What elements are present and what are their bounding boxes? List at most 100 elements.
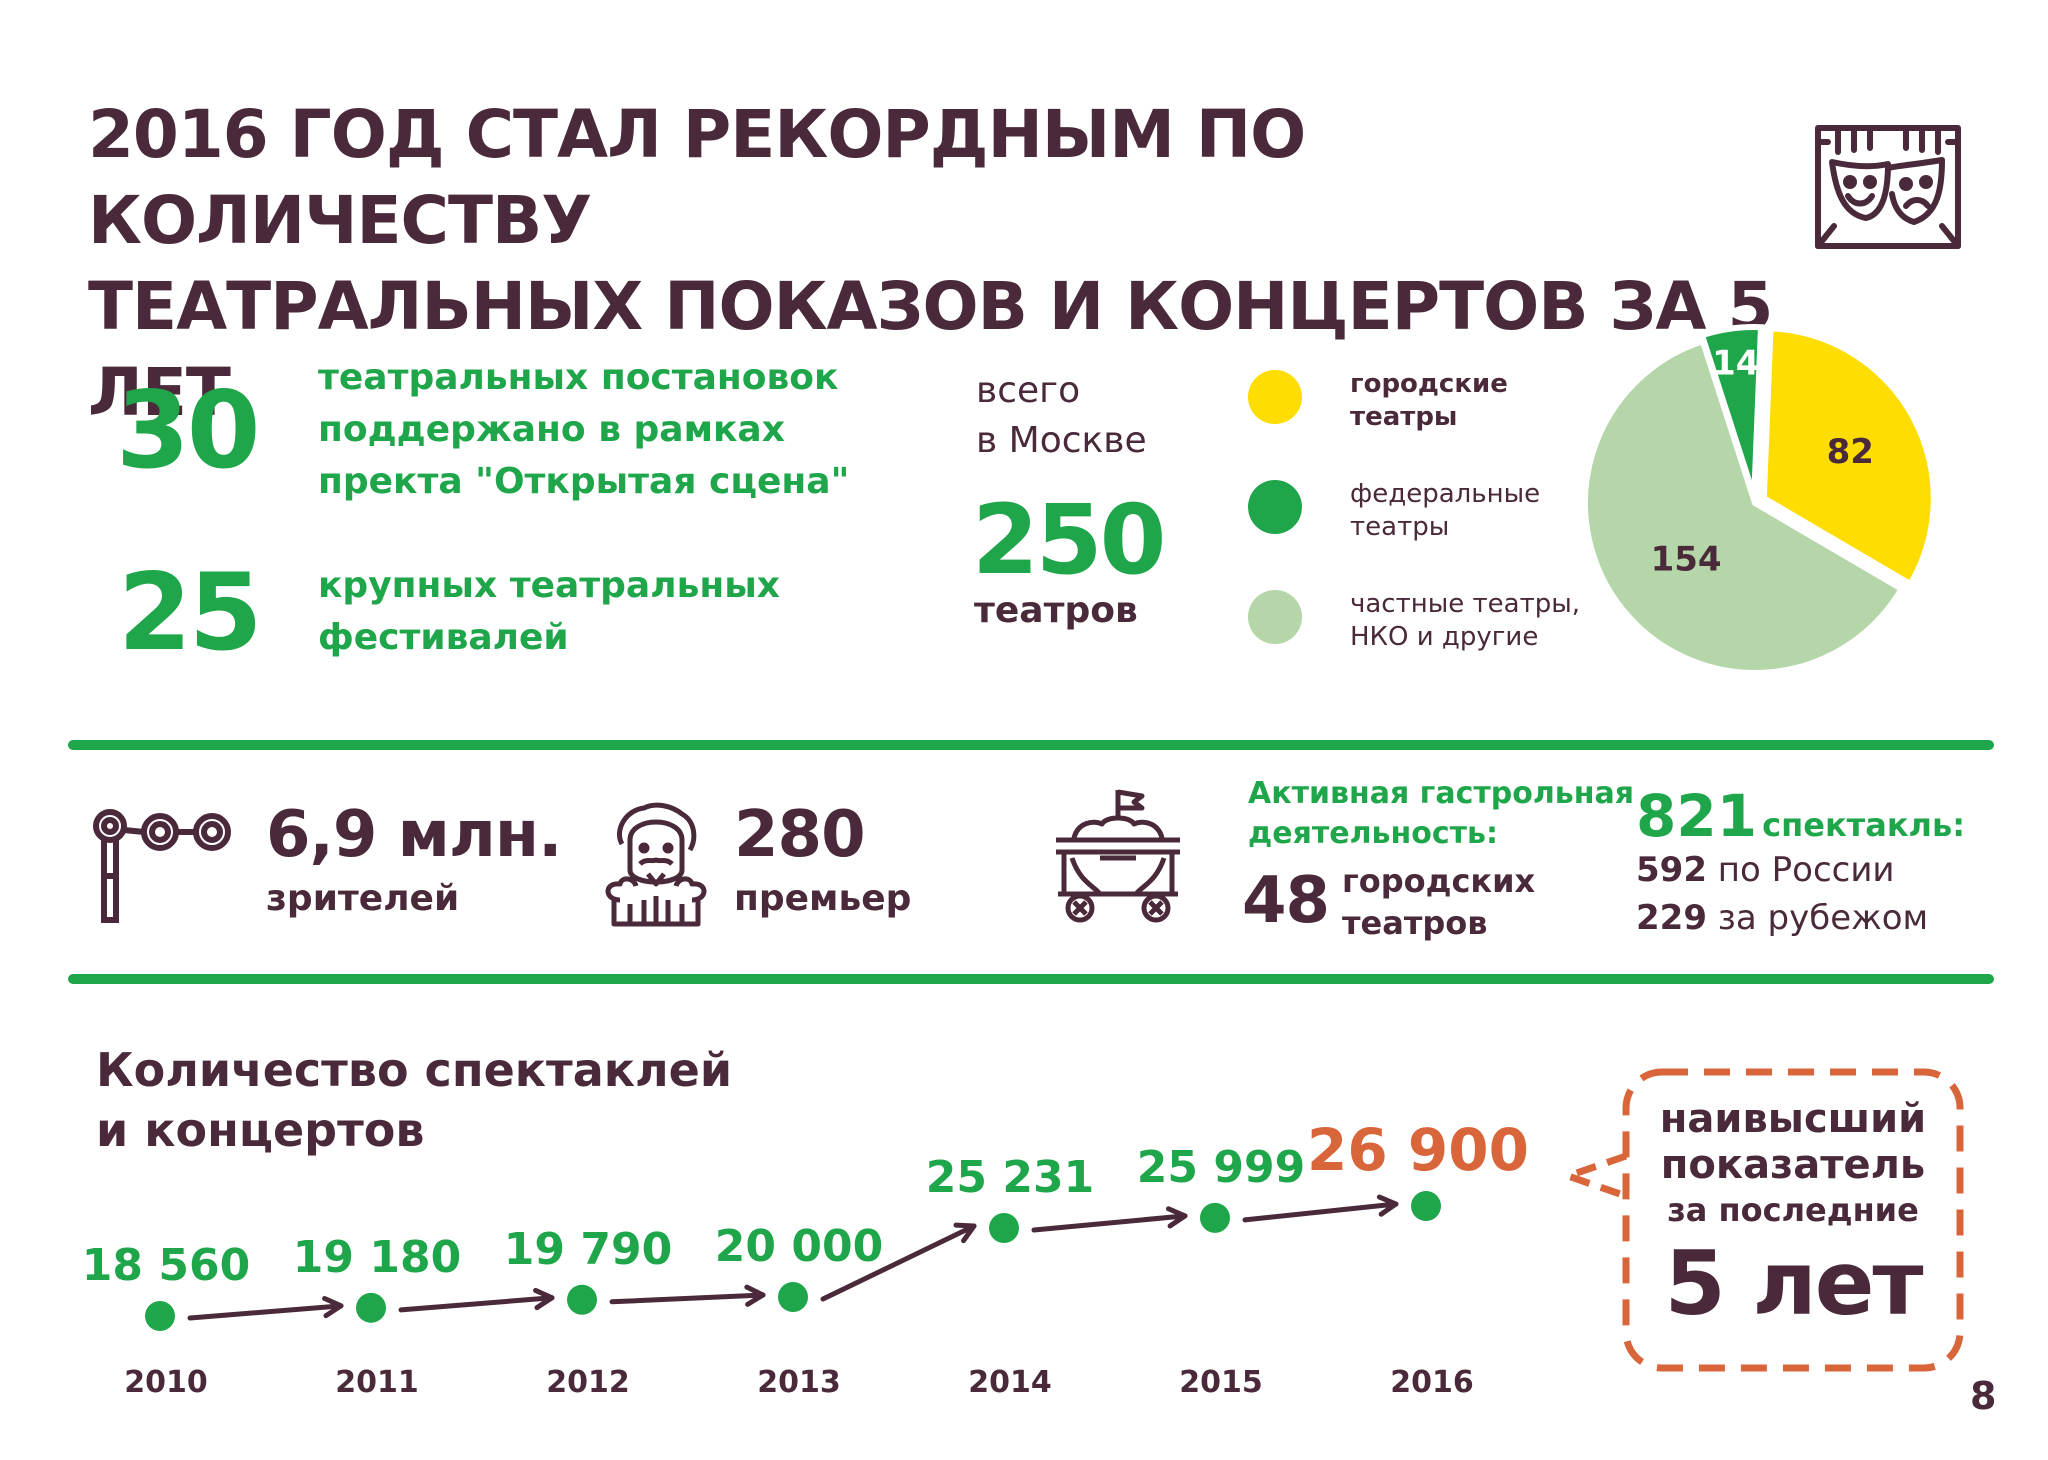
viewers-value: 6,9 млн. [266,798,562,872]
timeline-arrow [1031,1213,1188,1233]
shows-russia-number: 592 [1636,850,1707,890]
touring-heading: Активная гастрольная деятельность: [1248,774,1634,854]
moscow-theaters-unit: театров [974,590,1138,631]
moscow-caption-line-2: в Москве [976,420,1147,461]
legend-label-federal: федеральные театры [1350,478,1540,544]
timeline-year-label: 2012 [546,1365,630,1400]
timeline-value-label: 25 999 [1137,1142,1305,1193]
timeline-point [1200,1202,1230,1233]
shows-total-label: спектакль: [1762,806,1965,844]
legend-label-federal-line-1: федеральные [1350,479,1541,509]
stat-productions-line-2: поддержано в рамках [318,409,785,450]
moscow-theaters-number: 250 [972,484,1166,596]
callout-line-1: наивысший [1659,1096,1927,1142]
timeline-point [989,1213,1019,1244]
pie-slice-label: 14 [1712,343,1759,383]
timeline-arrow [398,1295,555,1313]
timeline-point [356,1292,386,1323]
legend-dot-private [1248,590,1302,644]
timeline-year-label: 2010 [124,1365,208,1400]
legend-label-city-line-1: городские [1350,369,1508,399]
divider-top [68,740,1994,750]
divider-bottom [68,974,1994,984]
shows-russia: 592 по России [1636,846,1928,894]
touring-label-line-2: театров [1342,904,1488,942]
timeline-arrowhead [953,1222,977,1244]
page-title-line-2: ТЕАТРАЛЬНЫХ ПОКАЗОВ И КОНЦЕРТОВ ЗА 5 ЛЕТ [88,268,1773,431]
page-title-line-1: 2016 ГОД СТАЛ РЕКОРДНЫМ ПО КОЛИЧЕСТВУ [88,96,1306,259]
pie-slice [1760,325,1937,589]
theater-masks-icon [1814,122,1962,250]
pie-slice-label: 154 [1651,539,1722,579]
stat-festivals-line-2: фестивалей [318,617,569,658]
timeline-year-label: 2015 [1179,1365,1263,1400]
callout-line-4: 5 лет [1664,1232,1923,1335]
shows-total-number: 821 [1636,782,1758,850]
premieres-label: премьер [734,878,912,919]
page-number: 8 [1970,1374,1997,1418]
timeline-arrow [820,1223,977,1302]
moscow-caption: всего в Москве [976,366,1147,466]
timeline-arrowhead [1376,1194,1399,1217]
timeline-chart: 18 560 2010 19 180 2011 19 790 2012 20 000 2013… [82,1116,1529,1400]
callout-frame [1560,1068,1964,1372]
timeline-point [567,1284,597,1315]
timeline-arrowhead [1165,1206,1188,1229]
legend-label-city-line-2: театры [1350,402,1458,432]
opera-glasses-icon [90,806,234,926]
timeline-year-label: 2014 [968,1365,1052,1400]
touring-heading-line-2: деятельность: [1248,816,1498,851]
stat-productions-text: театральных постановок поддержано в рамк… [318,352,849,508]
timeline-value-label: 18 560 [82,1240,250,1291]
stat-productions-line-1: театральных постановок [318,357,839,398]
timeline-point [778,1282,808,1313]
touring-label-line-1: городских [1342,862,1536,900]
timeline-arrow [187,1303,344,1321]
page-title: 2016 ГОД СТАЛ РЕКОРДНЫМ ПО КОЛИЧЕСТВУ ТЕ… [88,92,1788,436]
stat-productions-line-3: пректа "Открытая сцена" [318,461,850,502]
shows-total: 821 спектакль: [1636,782,1965,850]
timeline-year-label: 2016 [1390,1365,1474,1400]
stat-festivals-text: крупных театральных фестивалей [318,560,780,664]
timeline-value-label: 19 790 [504,1224,672,1275]
moscow-caption-line-1: всего [976,370,1081,411]
legend-dot-federal [1248,480,1302,534]
timeline-value-label: 25 231 [926,1152,1094,1203]
pie-slice [1582,337,1906,676]
timeline-point [1411,1191,1441,1221]
timeline-value-label: 20 000 [715,1221,883,1272]
legend-label-city: городские театры [1350,368,1508,434]
timeline-year-label: 2011 [335,1365,419,1400]
legend-dot-city [1248,370,1302,424]
timeline-arrowhead [322,1295,344,1319]
premieres-value: 280 [734,798,866,872]
timeline-heading-line-1: Количество спектаклей [96,1043,733,1097]
timeline-year-label: 2013 [757,1365,841,1400]
touring-label: городских театров [1342,860,1535,944]
shows-breakdown: 592 по России 229 за рубежом [1636,846,1928,942]
stat-productions-number: 30 [116,369,261,492]
touring-wagon-icon [1050,786,1186,926]
timeline-heading-line-2: и концертов [96,1103,425,1157]
touring-heading-line-1: Активная гастрольная [1248,776,1635,811]
pie-slice-label: 82 [1827,432,1874,472]
touring-number: 48 [1242,864,1330,938]
timeline-arrowhead [744,1284,766,1307]
stat-festivals-line-1: крупных театральных [318,565,781,606]
timeline-point [145,1301,175,1331]
shows-russia-label: по России [1717,850,1895,890]
shows-abroad-label: за рубежом [1717,898,1929,938]
stat-festivals-number: 25 [118,551,263,674]
legend-label-private-line-1: частные театры, [1350,589,1581,619]
playwright-bust-icon [600,800,712,928]
callout-line-3: за последние [1667,1191,1919,1229]
shows-abroad-number: 229 [1636,898,1707,938]
timeline-heading: Количество спектаклей и концертов [96,1040,732,1160]
legend-label-private-line-2: НКО и другие [1350,622,1539,652]
pie-slice [1698,324,1765,498]
callout-line-2: показатель [1660,1142,1926,1188]
timeline-value-label: 19 180 [293,1232,461,1283]
timeline-arrow [609,1292,766,1305]
legend-label-federal-line-2: театры [1350,512,1450,542]
timeline-arrowhead [533,1287,555,1311]
